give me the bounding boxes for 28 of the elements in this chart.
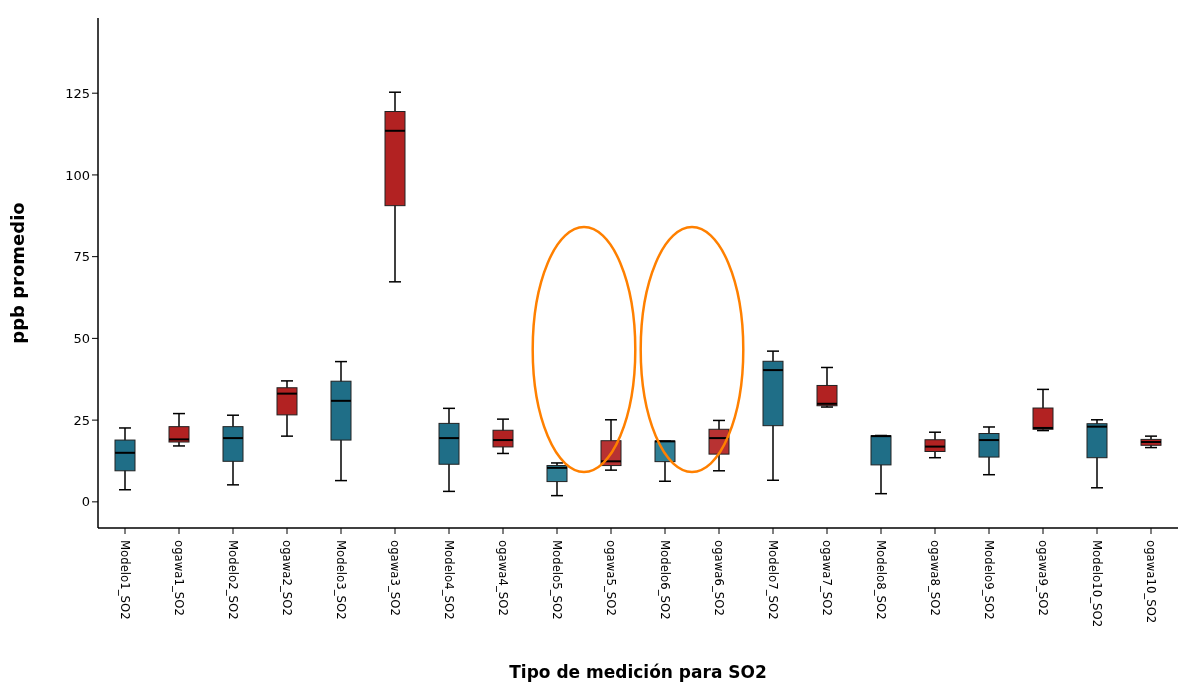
y-tick-label: 0 — [81, 494, 90, 510]
x-tick-label: ogawa5_SO2 — [603, 540, 619, 616]
x-tick-label: ogawa4_SO2 — [495, 540, 511, 616]
x-tick-label: Modelo6_SO2 — [657, 540, 673, 620]
y-axis-title: ppb promedio — [7, 202, 29, 344]
x-tick-label: Modelo3_SO2 — [333, 540, 349, 620]
x-tick-label: ogawa1_SO2 — [171, 540, 187, 616]
x-tick-label: Modelo1_SO2 — [117, 540, 133, 620]
x-tick-label: ogawa7_SO2 — [819, 540, 835, 616]
y-tick-label: 25 — [73, 412, 90, 428]
x-tick-label: ogawa8_SO2 — [927, 540, 943, 616]
x-axis-title: Tipo de medición para SO2 — [509, 662, 767, 682]
x-tick-label: ogawa6_SO2 — [711, 540, 727, 616]
x-tick-label: Modelo9_SO2 — [981, 540, 997, 620]
x-tick-label: ogawa9_SO2 — [1035, 540, 1051, 616]
x-tick-label: Modelo2_SO2 — [225, 540, 241, 620]
x-tick-label: Modelo7_SO2 — [765, 540, 781, 620]
y-tick-label: 125 — [65, 85, 90, 101]
x-tick-label: Modelo5_SO2 — [549, 540, 565, 620]
y-tick-label: 100 — [65, 167, 90, 183]
y-tick-label: 50 — [73, 331, 90, 346]
x-tick-label: ogawa2_SO2 — [279, 540, 295, 616]
x-tick-label: Modelo10_SO2 — [1089, 540, 1105, 628]
x-tick-label: ogawa3_SO2 — [387, 540, 403, 616]
y-tick-label: 75 — [73, 249, 90, 265]
x-tick-label: Modelo4_SO2 — [441, 540, 457, 620]
x-tick-label: Modelo8_SO2 — [873, 540, 889, 620]
x-tick-label: ogawa10_SO2 — [1143, 540, 1159, 624]
